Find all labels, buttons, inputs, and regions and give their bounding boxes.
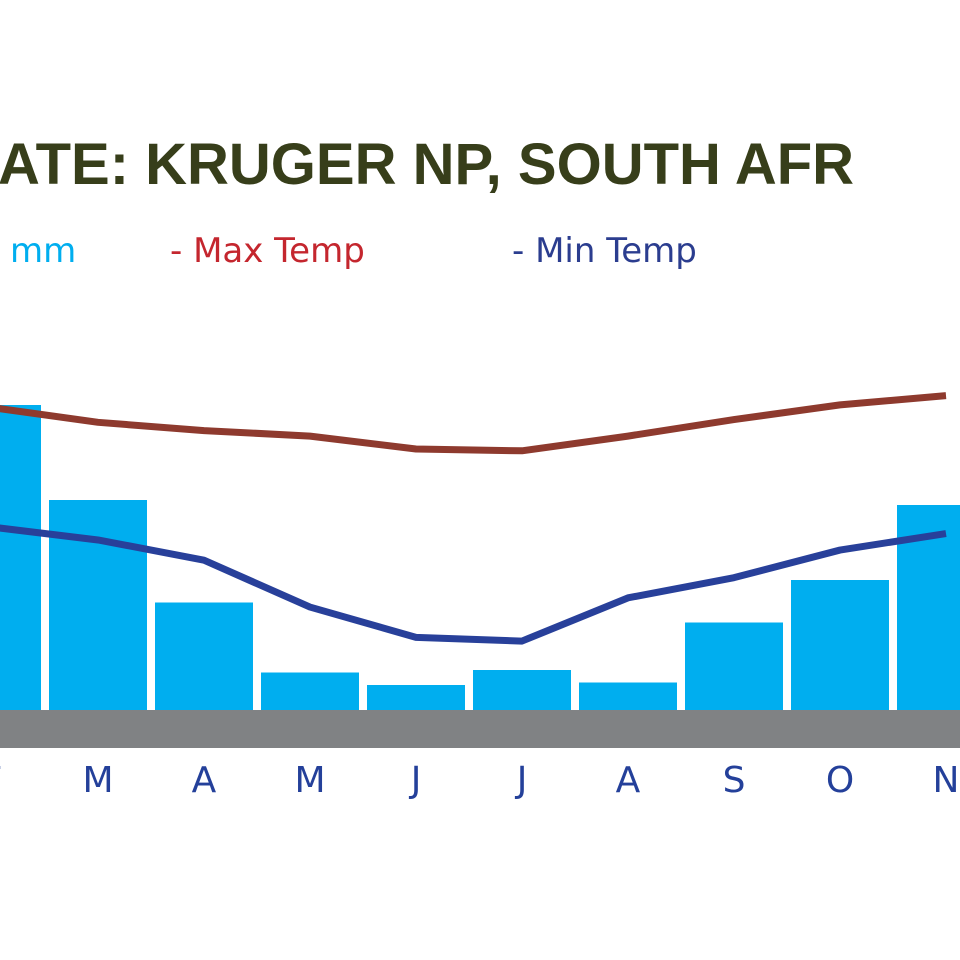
x-tick-label: A: [192, 760, 217, 801]
x-tick-label: S: [723, 760, 746, 801]
bar: [685, 622, 783, 710]
bar: [367, 685, 465, 710]
bar: [261, 672, 359, 710]
baseline-band: [0, 710, 960, 748]
legend-label: Min Temp: [535, 231, 697, 271]
x-tick-label: A: [616, 760, 641, 801]
bar: [473, 670, 571, 710]
bar: [49, 500, 147, 710]
x-tick-label: N: [933, 760, 960, 801]
bar: [791, 580, 889, 710]
legend-entry: - Min Temp: [512, 231, 697, 271]
x-tick-label: F: [0, 760, 2, 801]
x-tick-label: J: [409, 760, 422, 801]
bar: [0, 405, 41, 710]
x-tick-label: J: [515, 760, 528, 801]
legend-symbol: -: [170, 231, 193, 271]
legend-label: Max Temp: [193, 231, 365, 271]
x-tick-label: M: [294, 760, 325, 801]
legend-entry: - Max Temp: [170, 231, 365, 271]
chart-title: ATE: KRUGER NP, SOUTH AFR: [0, 132, 854, 197]
line: [0, 392, 947, 455]
legend-symbol: -: [512, 231, 535, 271]
x-tick-label: M: [82, 760, 113, 801]
bar: [155, 602, 253, 710]
bar: [579, 682, 677, 710]
x-tick-label: O: [826, 760, 854, 801]
line: [0, 524, 947, 645]
legend-label: mm: [10, 231, 76, 271]
legend-entry: mm: [10, 231, 76, 271]
